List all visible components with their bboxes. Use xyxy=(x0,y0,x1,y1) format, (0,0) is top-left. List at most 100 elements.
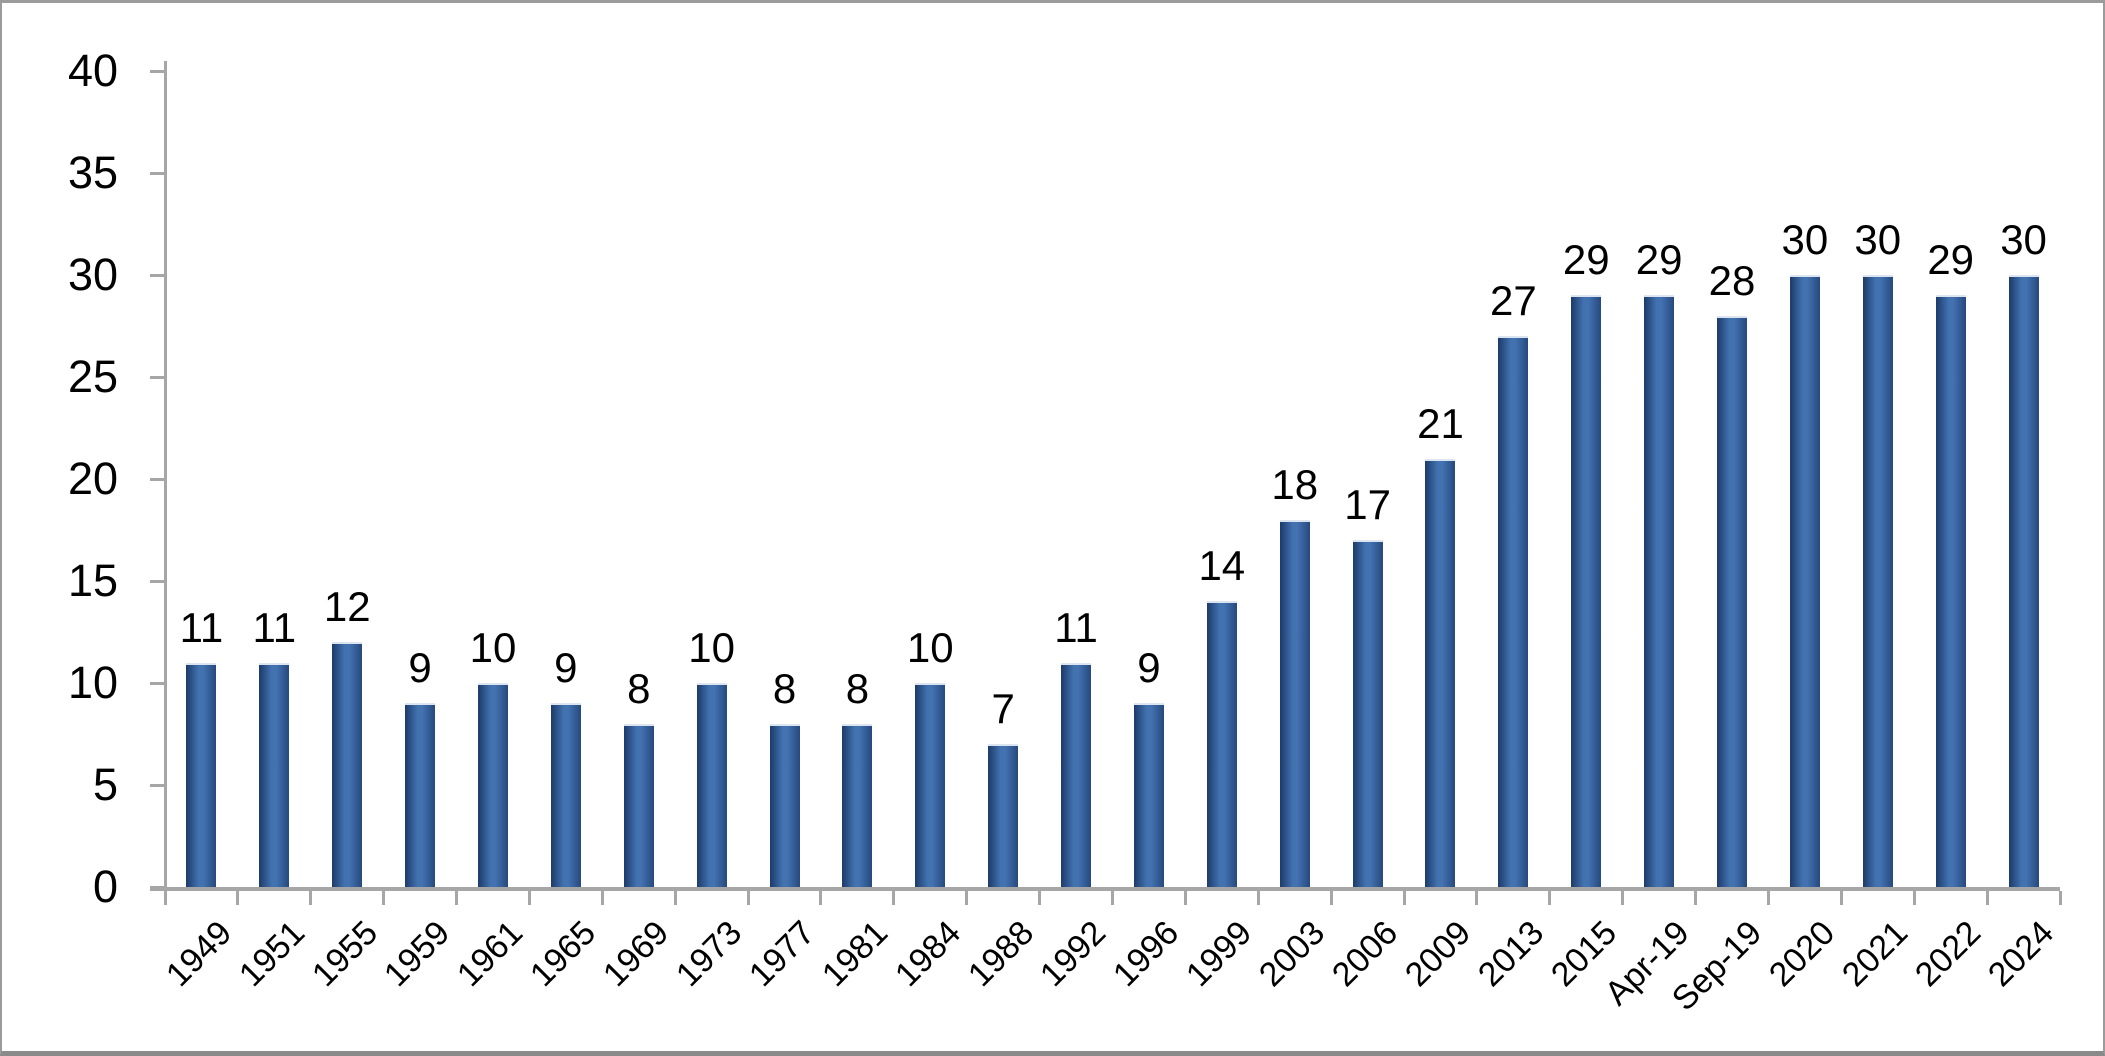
bar[interactable] xyxy=(1498,336,1529,887)
bar-value-label: 8 xyxy=(772,664,797,712)
y-axis-tick-label: 40 xyxy=(67,45,118,96)
x-tick xyxy=(1621,891,1625,905)
y-tick xyxy=(150,70,165,73)
x-tick xyxy=(1038,891,1042,905)
x-axis-tick-label: 2006 xyxy=(1324,913,1406,995)
x-axis-tick-label: 2024 xyxy=(1980,913,2062,995)
bar[interactable] xyxy=(1789,275,1820,887)
bar-value-label: 8 xyxy=(627,664,651,712)
x-axis-tick-label: 1992 xyxy=(1033,913,1114,995)
x-tick xyxy=(819,891,823,905)
y-tick xyxy=(150,172,165,175)
bar[interactable] xyxy=(477,683,508,887)
x-axis-tick-label: 1981 xyxy=(814,913,895,995)
bar-value-label: 8 xyxy=(845,664,870,712)
bar[interactable] xyxy=(1862,275,1893,887)
x-tick xyxy=(1256,891,1260,905)
bar-value-label: 10 xyxy=(469,624,517,671)
bar[interactable] xyxy=(405,703,436,887)
x-tick xyxy=(1402,891,1406,905)
x-axis-tick-label: 1977 xyxy=(741,913,823,995)
bar[interactable] xyxy=(2008,275,2039,887)
bar-value-label: 28 xyxy=(1708,256,1756,304)
bar[interactable] xyxy=(988,744,1019,887)
bar-value-label: 29 xyxy=(1927,236,1975,284)
bar[interactable] xyxy=(1644,295,1675,887)
bar[interactable] xyxy=(1571,295,1602,887)
x-axis-line xyxy=(150,887,2060,891)
x-tick xyxy=(455,891,459,905)
bar[interactable] xyxy=(1133,703,1164,887)
bar[interactable] xyxy=(550,703,581,887)
y-tick xyxy=(150,376,165,379)
y-axis-tick-label: 25 xyxy=(67,351,118,402)
bar[interactable] xyxy=(1206,601,1237,887)
bar[interactable] xyxy=(1425,458,1456,887)
bar-value-label: 29 xyxy=(1635,236,1683,284)
x-axis-tick-label: 1955 xyxy=(304,913,385,995)
y-tick xyxy=(150,580,165,583)
x-tick xyxy=(965,891,969,905)
x-axis-tick-label: 2003 xyxy=(1251,913,1333,995)
x-axis-tick-label: 1999 xyxy=(1179,913,1260,995)
x-tick xyxy=(163,891,167,905)
bar[interactable] xyxy=(1352,540,1383,887)
x-tick xyxy=(1912,891,1916,905)
x-tick xyxy=(1766,891,1770,905)
x-axis-tick-label: 1969 xyxy=(595,913,677,995)
bar[interactable] xyxy=(332,642,363,887)
x-tick xyxy=(892,891,896,905)
bar[interactable] xyxy=(1935,295,1966,887)
y-axis-tick-label: 35 xyxy=(67,147,118,198)
bar[interactable] xyxy=(915,683,946,887)
x-axis-tick-label: 2022 xyxy=(1907,913,1989,995)
y-axis-tick-label: 30 xyxy=(67,249,118,300)
bar[interactable] xyxy=(186,662,217,887)
x-axis-tick-label: 1961 xyxy=(450,913,531,995)
bar-value-label: 29 xyxy=(1562,236,1610,284)
bar[interactable] xyxy=(1717,315,1748,887)
x-tick xyxy=(1985,891,1989,905)
bar-value-label: 9 xyxy=(408,644,432,692)
x-tick xyxy=(1111,891,1114,905)
x-tick xyxy=(236,891,240,905)
x-tick xyxy=(382,891,386,905)
bar-value-label: 30 xyxy=(1854,216,1902,263)
bar[interactable] xyxy=(259,662,290,887)
bar-value-label: 10 xyxy=(688,624,735,671)
x-tick xyxy=(1183,891,1187,905)
bar-value-label: 12 xyxy=(323,583,371,631)
y-axis-tick-label: 0 xyxy=(92,861,118,912)
x-axis-tick-label: 1949 xyxy=(158,913,240,995)
y-tick xyxy=(150,886,165,889)
bar-value-label: 10 xyxy=(906,624,954,671)
bar[interactable] xyxy=(1279,519,1310,887)
bar[interactable] xyxy=(842,723,873,887)
y-tick xyxy=(150,682,165,685)
x-tick xyxy=(673,891,677,905)
bar[interactable] xyxy=(623,723,654,887)
x-tick xyxy=(1694,891,1698,905)
x-tick xyxy=(1839,891,1843,905)
y-axis-line xyxy=(164,61,167,891)
bar[interactable] xyxy=(1061,662,1092,887)
x-axis-tick-label: 1959 xyxy=(377,913,458,995)
y-axis-tick-label: 20 xyxy=(67,453,118,504)
y-axis-tick-label: 10 xyxy=(67,657,118,708)
x-axis-tick-label: 1951 xyxy=(231,913,312,995)
x-axis-tick-label: 2009 xyxy=(1397,913,1479,995)
bar-value-label: 11 xyxy=(1054,603,1098,651)
bar-value-label: 14 xyxy=(1198,542,1246,590)
bar-value-label: 9 xyxy=(554,644,578,692)
bar-value-label: 18 xyxy=(1271,460,1319,508)
bar-value-label: 11 xyxy=(252,603,297,651)
bar-value-label: 9 xyxy=(1137,644,1161,692)
bar[interactable] xyxy=(696,683,727,887)
x-tick xyxy=(1329,891,1333,905)
x-tick xyxy=(309,891,313,905)
bar[interactable] xyxy=(769,723,800,887)
x-axis-tick-label: 1988 xyxy=(960,913,1041,995)
y-tick xyxy=(150,478,165,481)
x-axis-tick-label: 1973 xyxy=(668,913,750,995)
